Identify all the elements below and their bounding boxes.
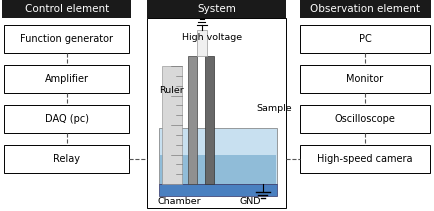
- Bar: [300, 0, 430, 18]
- Bar: [300, 105, 429, 133]
- Text: High-speed camera: High-speed camera: [316, 154, 412, 164]
- Bar: [147, 0, 286, 18]
- Bar: [4, 25, 129, 53]
- Text: DAQ (pc): DAQ (pc): [45, 114, 89, 124]
- Text: Function generator: Function generator: [20, 34, 113, 44]
- Text: Chamber: Chamber: [157, 197, 201, 207]
- Text: Relay: Relay: [53, 154, 80, 164]
- Bar: [147, 18, 286, 208]
- Bar: [197, 30, 207, 56]
- Bar: [162, 66, 181, 184]
- Text: GND: GND: [240, 197, 261, 207]
- Text: Ruler: Ruler: [158, 85, 183, 95]
- Bar: [2, 0, 131, 18]
- Bar: [4, 105, 129, 133]
- Text: Control element: Control element: [24, 4, 108, 14]
- Bar: [204, 56, 214, 184]
- Text: PC: PC: [358, 34, 371, 44]
- Bar: [160, 155, 275, 184]
- Bar: [300, 25, 429, 53]
- Text: Observation element: Observation element: [309, 4, 419, 14]
- Bar: [159, 128, 276, 184]
- Bar: [4, 65, 129, 93]
- Text: Monitor: Monitor: [346, 74, 383, 84]
- Bar: [300, 145, 429, 173]
- Text: Oscilloscope: Oscilloscope: [334, 114, 395, 124]
- Bar: [159, 184, 276, 196]
- Text: System: System: [197, 4, 236, 14]
- Bar: [187, 56, 197, 184]
- Text: Sample: Sample: [256, 104, 292, 112]
- Text: High voltage: High voltage: [181, 32, 241, 42]
- Bar: [4, 145, 129, 173]
- Bar: [300, 65, 429, 93]
- Text: Amplifier: Amplifier: [45, 74, 89, 84]
